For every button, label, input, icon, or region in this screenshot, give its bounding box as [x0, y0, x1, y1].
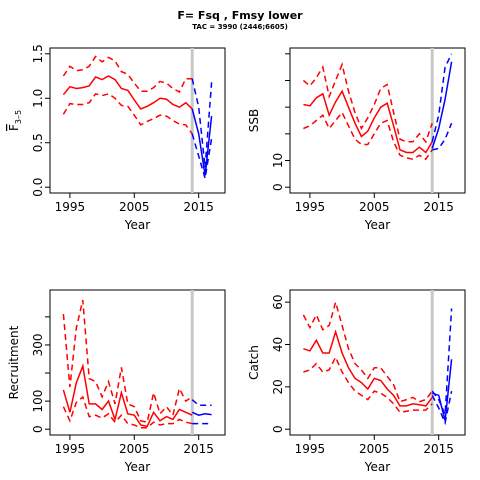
x-axis-label: Year — [364, 218, 390, 232]
projection-median-line — [191, 411, 212, 416]
x-tick-label: 2015 — [183, 200, 214, 214]
x-tick-label: 1995 — [295, 442, 326, 456]
projection-upper-line — [431, 308, 453, 415]
history-upper-line — [62, 55, 193, 94]
y-tick-label: 0.5 — [31, 133, 45, 152]
x-axis-label: Year — [124, 218, 150, 232]
y-tick-label: 300 — [31, 333, 45, 356]
projection-upper-line — [191, 78, 213, 168]
y-axis-label: SSB — [247, 109, 261, 132]
panel-1: 1995 2005 2015 0.0 0.5 1.0 1.5 Year F3–5 — [7, 44, 226, 232]
panel-frame — [289, 47, 466, 194]
y-tick-label: 100 — [31, 390, 45, 413]
projection-median-line — [431, 61, 453, 149]
history-median-line — [62, 363, 193, 428]
x-axis-label: Year — [124, 460, 150, 474]
y-tick-label: 0 — [271, 425, 285, 433]
x-tick-label: 2015 — [183, 442, 214, 456]
y-tick-label: 40 — [271, 337, 285, 352]
panel-frame — [49, 47, 226, 194]
panel-2: 1995 2005 2015 0 10 Year SSB — [247, 47, 466, 232]
x-tick-label: 1995 — [55, 442, 86, 456]
x-tick-label: 2015 — [423, 442, 454, 456]
x-tick-label: 2005 — [119, 442, 150, 456]
y-tick-label: 20 — [271, 379, 285, 394]
y-axis-label-sub: 3–5 — [14, 110, 23, 124]
panel-3: 1995 2005 2015 0 100 300 Year Recruitment — [7, 289, 226, 474]
y-tick-label: 1.5 — [31, 44, 45, 63]
panel-frame — [289, 289, 466, 436]
history-median-line — [303, 89, 433, 154]
projection-median-line — [431, 359, 453, 421]
y-axis-label: Recruitment — [7, 325, 21, 399]
panel-frame — [49, 289, 226, 436]
projection-lower-line — [191, 133, 213, 179]
x-axis-label: Year — [364, 460, 390, 474]
y-tick-label: 60 — [271, 295, 285, 310]
y-tick-label: 10 — [271, 153, 285, 168]
panel-4: 1995 2005 2015 0 20 40 60 Year Catch — [247, 289, 466, 474]
x-tick-label: 1995 — [55, 200, 86, 214]
history-median-line — [62, 75, 193, 110]
chart-title: F= Fsq , Fmsy lower — [177, 9, 303, 22]
projection-lower-line — [431, 390, 453, 426]
history-median-line — [303, 329, 433, 407]
y-tick-label: 0 — [31, 425, 45, 433]
x-tick-label: 2015 — [423, 200, 454, 214]
x-tick-label: 2005 — [359, 442, 390, 456]
x-tick-label: 1995 — [295, 200, 326, 214]
projection-upper-line — [191, 399, 212, 407]
x-tick-label: 2005 — [119, 200, 150, 214]
history-lower-line — [303, 355, 433, 414]
history-lower-line — [62, 92, 193, 135]
history-upper-line — [62, 299, 193, 424]
y-axis-label-main: F — [7, 124, 21, 131]
history-lower-line — [62, 395, 193, 429]
chart-subtitle: TAC = 3990 (2446;6605) — [192, 23, 288, 31]
x-tick-label: 2005 — [359, 200, 390, 214]
y-axis-label: Catch — [247, 345, 261, 380]
history-upper-line — [302, 299, 433, 403]
projection-median-line — [191, 108, 213, 176]
y-axis-label: F3–5 — [7, 110, 23, 131]
history-upper-line — [302, 62, 433, 144]
y-tick-label: 0 — [271, 183, 285, 191]
history-lower-line — [303, 111, 433, 161]
y-tick-label: 0.0 — [31, 178, 45, 197]
y-tick-label: 1.0 — [31, 89, 45, 108]
projection-upper-line — [431, 53, 453, 142]
projection-lower-line — [432, 122, 453, 151]
